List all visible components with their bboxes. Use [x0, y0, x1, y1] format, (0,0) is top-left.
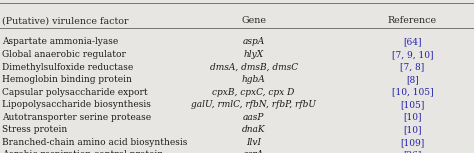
Text: [10]: [10]	[403, 125, 422, 134]
Text: [109]: [109]	[400, 138, 425, 147]
Text: [26]: [26]	[403, 150, 421, 153]
Text: IlvI: IlvI	[246, 138, 261, 147]
Text: Global anaerobic regulator: Global anaerobic regulator	[2, 50, 126, 59]
Text: aspA: aspA	[243, 37, 264, 47]
Text: Aspartate ammonia-lyase: Aspartate ammonia-lyase	[2, 37, 118, 47]
Text: [10, 105]: [10, 105]	[392, 88, 433, 97]
Text: Stress protein: Stress protein	[2, 125, 68, 134]
Text: Lipopolysaccharide biosynthesis: Lipopolysaccharide biosynthesis	[2, 100, 151, 109]
Text: galU, rmlC, rfbN, rfbP, rfbU: galU, rmlC, rfbN, rfbP, rfbU	[191, 100, 316, 109]
Text: Autotransporter serine protease: Autotransporter serine protease	[2, 113, 152, 122]
Text: acrA: acrA	[243, 150, 264, 153]
Text: Dimethylsulfoxide reductase: Dimethylsulfoxide reductase	[2, 63, 134, 72]
Text: Gene: Gene	[241, 16, 266, 25]
Text: hgbA: hgbA	[242, 75, 265, 84]
Text: [7, 8]: [7, 8]	[400, 63, 425, 72]
Text: [7, 9, 10]: [7, 9, 10]	[392, 50, 433, 59]
Text: [105]: [105]	[400, 100, 425, 109]
Text: [64]: [64]	[403, 37, 422, 47]
Text: [10]: [10]	[403, 113, 422, 122]
Text: hlyX: hlyX	[244, 50, 264, 59]
Text: Reference: Reference	[388, 16, 437, 25]
Text: [8]: [8]	[406, 75, 419, 84]
Text: (Putative) virulence factor: (Putative) virulence factor	[2, 16, 129, 25]
Text: Capsular polysaccharide export: Capsular polysaccharide export	[2, 88, 148, 97]
Text: Aerobic respiration control protein: Aerobic respiration control protein	[2, 150, 164, 153]
Text: dnaK: dnaK	[242, 125, 265, 134]
Text: dmsA, dmsB, dmsC: dmsA, dmsB, dmsC	[210, 63, 298, 72]
Text: Hemoglobin binding protein: Hemoglobin binding protein	[2, 75, 132, 84]
Text: cpxB, cpxC, cpx D: cpxB, cpxC, cpx D	[212, 88, 295, 97]
Text: aasP: aasP	[243, 113, 264, 122]
Text: Branched-chain amino acid biosynthesis: Branched-chain amino acid biosynthesis	[2, 138, 188, 147]
